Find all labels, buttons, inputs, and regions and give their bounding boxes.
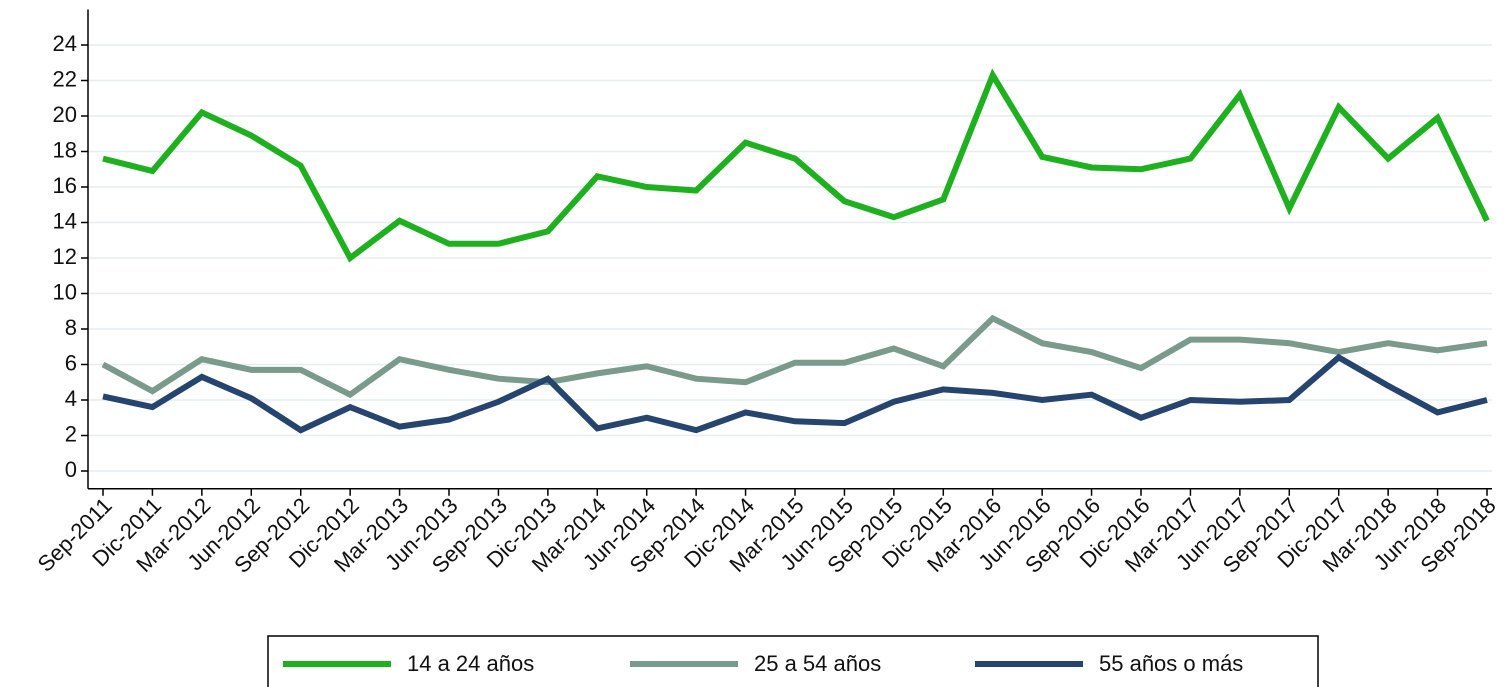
legend-label: 55 años o más xyxy=(1099,651,1243,676)
y-tick-label: 0 xyxy=(65,457,77,482)
y-tick-label: 18 xyxy=(53,137,77,162)
series-line xyxy=(102,68,1490,263)
legend-box xyxy=(267,635,1319,687)
y-tick-label: 4 xyxy=(65,386,77,411)
y-tick-label: 2 xyxy=(65,421,77,446)
legend-label: 25 a 54 años xyxy=(754,651,881,676)
y-tick-label: 8 xyxy=(65,315,77,340)
y-tick-label: 24 xyxy=(53,31,77,56)
y-tick-label: 16 xyxy=(53,173,77,198)
y-tick-label: 12 xyxy=(53,244,77,269)
series-line xyxy=(102,353,1488,434)
legend-label: 14 a 24 años xyxy=(407,651,534,676)
y-tick-label: 14 xyxy=(53,208,77,233)
y-tick-label: 20 xyxy=(53,102,77,127)
y-tick-label: 10 xyxy=(53,279,77,304)
series-line xyxy=(101,314,1488,399)
y-tick-label: 6 xyxy=(65,350,77,375)
y-tick-label: 22 xyxy=(53,66,77,91)
